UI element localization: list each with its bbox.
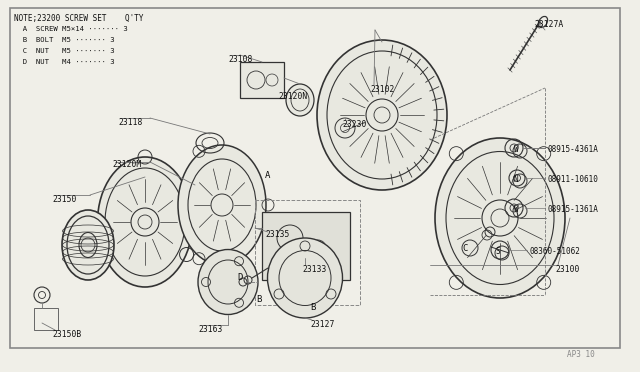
Text: W: W xyxy=(514,205,518,214)
Text: C  NUT   M5 ······· 3: C NUT M5 ······· 3 xyxy=(14,48,115,54)
Text: 23100: 23100 xyxy=(555,265,579,274)
Text: 23127: 23127 xyxy=(310,320,334,329)
Bar xyxy=(34,308,58,330)
Ellipse shape xyxy=(178,145,266,265)
Ellipse shape xyxy=(435,138,565,298)
Ellipse shape xyxy=(97,157,193,287)
Ellipse shape xyxy=(62,210,114,280)
Text: 08360-51062: 08360-51062 xyxy=(530,247,581,256)
Bar xyxy=(255,200,360,305)
Text: 23133: 23133 xyxy=(302,265,326,274)
Text: 23120N: 23120N xyxy=(278,92,307,101)
Text: D  NUT   M4 ······· 3: D NUT M4 ······· 3 xyxy=(14,59,115,65)
Text: 08915-1361A: 08915-1361A xyxy=(548,205,599,214)
Ellipse shape xyxy=(286,84,314,116)
Ellipse shape xyxy=(268,238,342,318)
Text: 23102: 23102 xyxy=(370,85,394,94)
Text: B: B xyxy=(256,295,261,305)
Ellipse shape xyxy=(317,40,447,190)
Text: D: D xyxy=(237,273,243,282)
Text: S: S xyxy=(496,247,500,256)
Text: 23135: 23135 xyxy=(265,230,289,239)
Text: 23150: 23150 xyxy=(52,195,76,204)
Text: A  SCREW M5×14 ······· 3: A SCREW M5×14 ······· 3 xyxy=(14,26,128,32)
Text: A: A xyxy=(265,170,270,180)
Bar xyxy=(240,62,284,98)
Text: 23108: 23108 xyxy=(228,55,252,64)
Text: 23127A: 23127A xyxy=(534,20,563,29)
Text: NOTE;23200 SCREW SET    Q'TY: NOTE;23200 SCREW SET Q'TY xyxy=(14,14,143,23)
Text: 08911-10610: 08911-10610 xyxy=(548,175,599,184)
Bar xyxy=(262,212,350,280)
Text: N: N xyxy=(514,175,518,184)
Text: 23230: 23230 xyxy=(342,120,366,129)
Text: 23163: 23163 xyxy=(198,325,222,334)
Text: B: B xyxy=(310,304,316,312)
Text: 23120M: 23120M xyxy=(112,160,141,169)
Text: 08915-4361A: 08915-4361A xyxy=(548,145,599,154)
Ellipse shape xyxy=(198,250,258,314)
Text: W: W xyxy=(514,145,518,154)
Text: C: C xyxy=(462,244,467,253)
Text: 23150B: 23150B xyxy=(52,330,81,339)
Text: B  BOLT  M5 ······· 3: B BOLT M5 ······· 3 xyxy=(14,37,115,43)
Text: AP3 10: AP3 10 xyxy=(567,350,595,359)
Text: 23118: 23118 xyxy=(118,118,142,127)
